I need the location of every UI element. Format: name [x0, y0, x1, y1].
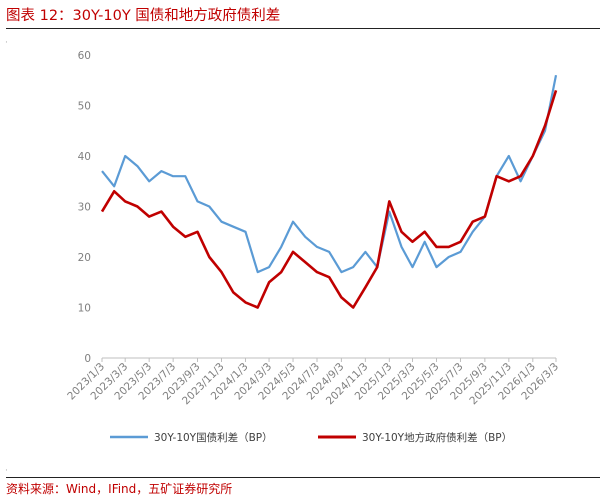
edge-mark-top: ·	[5, 38, 8, 48]
y-tick-label: 40	[78, 151, 91, 163]
title-rule	[6, 28, 600, 29]
legend-label: 30Y-10Y地方政府债利差（BP）	[362, 431, 512, 444]
edge-mark-bottom: ·	[5, 466, 8, 476]
source-note: 资料来源：Wind，IFind，五矿证券研究所	[6, 482, 233, 496]
y-tick-label: 50	[78, 101, 91, 113]
chart: 0 10 20 30 40 50 60 2023/1/32023/3/32023/5/320…	[65, 50, 561, 444]
source-rule	[6, 477, 600, 478]
y-tick-label: 60	[78, 50, 91, 62]
series-layer	[100, 74, 558, 309]
y-tick-label: 0	[84, 353, 91, 365]
figure-title: 图表 12：30Y-10Y 国债和地方政府债利差	[6, 8, 281, 24]
legend: 30Y-10Y国债利差（BP） 30Y-10Y地方政府债利差（BP）	[110, 431, 512, 444]
y-tick-label: 20	[78, 252, 91, 264]
y-tick-label: 30	[78, 202, 91, 214]
series-line-treasury	[101, 74, 558, 274]
legend-label: 30Y-10Y国债利差（BP）	[154, 431, 273, 444]
x-axis: 2023/1/32023/3/32023/5/32023/7/32023/9/3…	[65, 358, 561, 407]
series-line-local-govt	[100, 90, 558, 309]
y-axis: 0 10 20 30 40 50 60	[78, 50, 91, 365]
y-tick-label: 10	[78, 303, 91, 315]
